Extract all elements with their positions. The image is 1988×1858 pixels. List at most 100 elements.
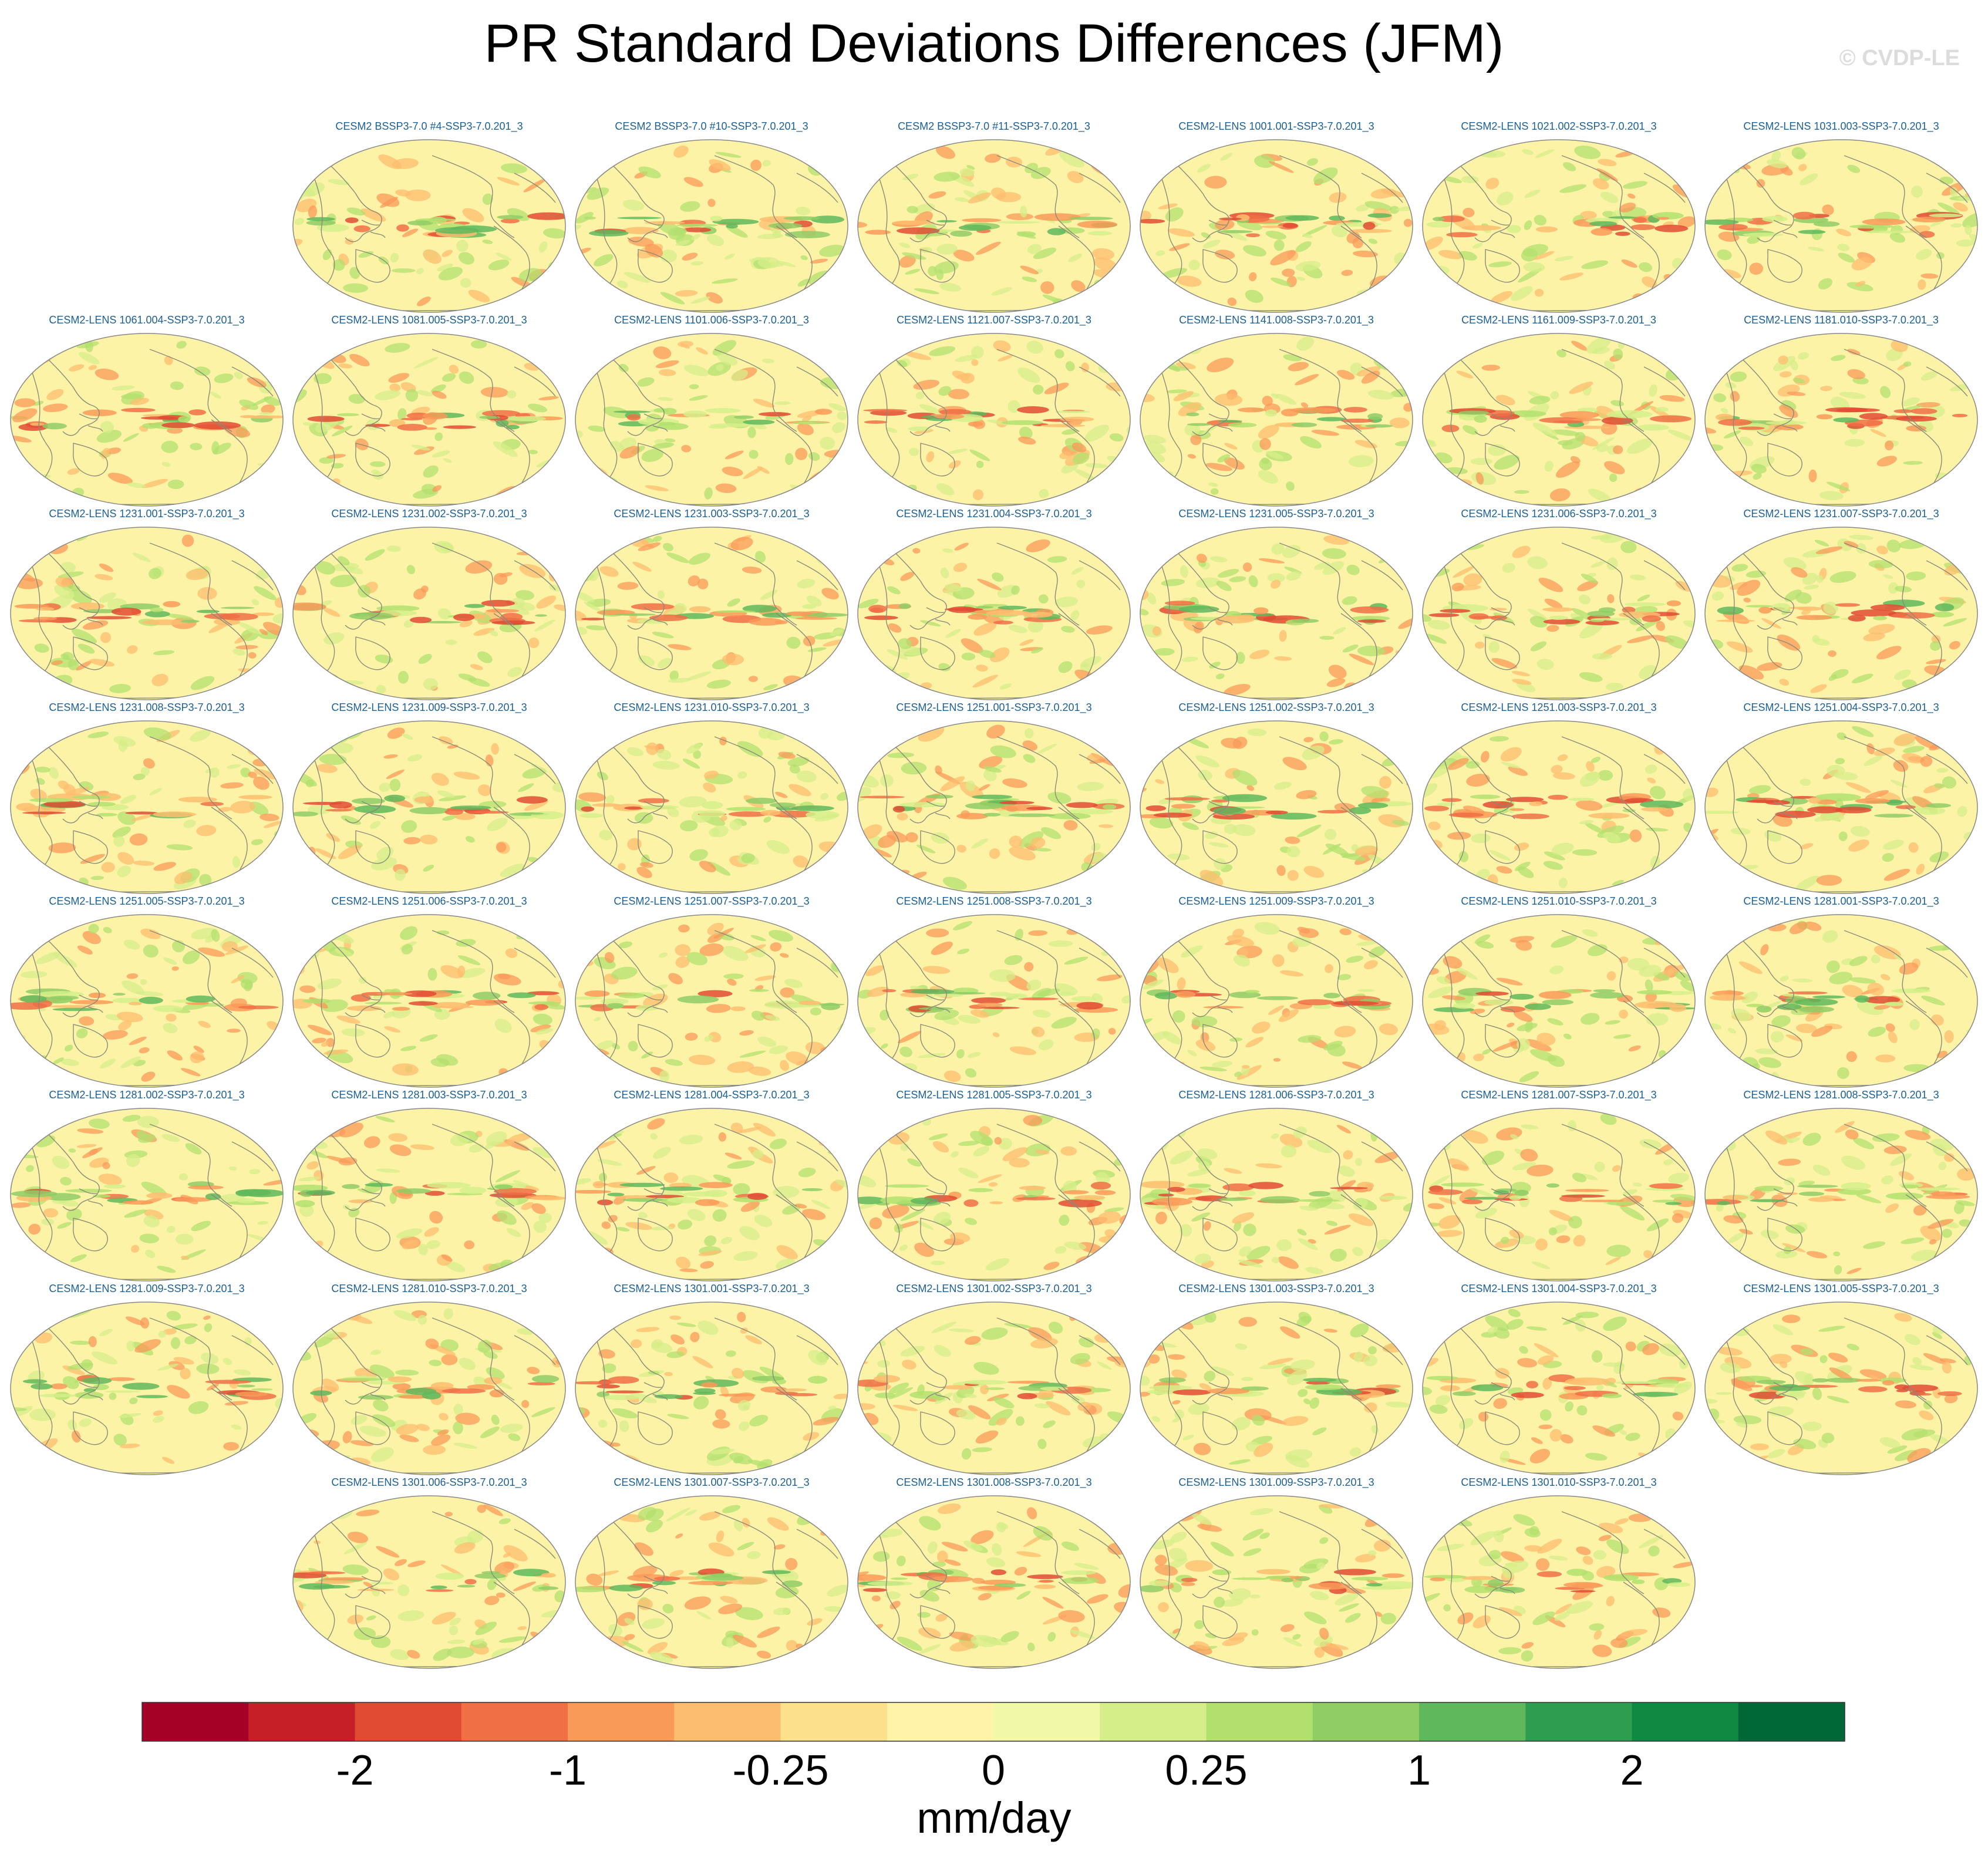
equatorial-anomaly: [1376, 1384, 1401, 1388]
anomaly-patch: [838, 740, 847, 751]
anomaly-patch: [1783, 557, 1807, 570]
coastline: [1161, 178, 1182, 285]
equatorial-anomaly: [1211, 799, 1230, 802]
equatorial-anomaly: [1214, 615, 1255, 623]
anomaly-patch: [416, 390, 433, 397]
anomaly-patch: [89, 659, 115, 667]
equatorial-anomaly: [22, 1379, 48, 1384]
coastline: [638, 1218, 673, 1252]
global-map: [10, 1108, 284, 1282]
anomaly-patch: [918, 1053, 946, 1058]
anomaly-patch: [575, 350, 595, 359]
anomaly-patch: [591, 925, 604, 933]
equatorial-anomaly: [1048, 812, 1091, 820]
anomaly-patch: [1235, 1343, 1248, 1350]
equatorial-anomaly: [1058, 1199, 1102, 1208]
anomaly-patch: [1683, 788, 1695, 801]
anomaly-patch: [255, 684, 275, 693]
anomaly-patch: [1399, 1063, 1413, 1072]
equatorial-anomaly: [1633, 217, 1647, 223]
equatorial-anomaly: [527, 1382, 555, 1385]
anomaly-patch: [716, 364, 724, 371]
equatorial-anomaly: [768, 222, 803, 229]
anomaly-patch: [469, 1144, 484, 1153]
anomaly-patch: [776, 1245, 798, 1260]
anomaly-patch: [375, 390, 401, 400]
anomaly-patch: [1673, 1381, 1693, 1394]
anomaly-patch: [1575, 800, 1603, 811]
coastline: [1844, 349, 1927, 432]
anomaly-patch: [480, 387, 508, 398]
equatorial-anomaly: [1588, 812, 1630, 819]
anomaly-patch: [1743, 598, 1751, 603]
anomaly-patch: [555, 852, 565, 856]
anomaly-patch: [111, 385, 135, 391]
anomaly-patch: [948, 449, 968, 454]
anomaly-patch: [668, 677, 692, 683]
coastline: [314, 178, 335, 285]
anomaly-patch: [58, 780, 70, 790]
anomaly-patch: [1026, 979, 1042, 991]
equatorial-anomaly: [302, 999, 331, 1004]
anomaly-patch: [819, 244, 845, 257]
anomaly-patch: [780, 1060, 789, 1071]
global-map: [1422, 139, 1696, 313]
anomaly-patch: [418, 1243, 428, 1256]
anomaly-patch: [948, 389, 969, 400]
global-map: [1140, 1301, 1413, 1475]
equatorial-anomaly: [1147, 1389, 1182, 1395]
anomaly-patch: [1430, 927, 1450, 940]
equatorial-anomaly: [1798, 230, 1826, 234]
map-panel-title: CESM2-LENS 1281.003-SSP3-7.0.201_3: [331, 1089, 527, 1101]
equatorial-anomaly: [1140, 218, 1165, 224]
anomaly-patch: [359, 1425, 386, 1437]
anomaly-patch: [704, 487, 713, 500]
equatorial-anomaly: [531, 1375, 560, 1383]
anomaly-patch: [1117, 376, 1126, 384]
anomaly-patch: [1581, 574, 1598, 584]
anomaly-patch: [1270, 250, 1296, 266]
map-panel: CESM2-LENS 1251.008-SSP3-7.0.201_3: [856, 895, 1132, 1089]
anomaly-patch: [1630, 574, 1646, 581]
anomaly-patch: [838, 1450, 848, 1455]
anomaly-patch: [1268, 161, 1294, 173]
anomaly-patch: [12, 558, 31, 569]
anomaly-patch: [689, 1054, 716, 1065]
anomaly-patch: [1828, 650, 1837, 657]
anomaly-patch: [437, 790, 455, 798]
anomaly-patch: [1847, 1344, 1859, 1351]
anomaly-patch: [465, 836, 475, 843]
map-panel: CESM2-LENS 1281.002-SSP3-7.0.201_3: [9, 1089, 285, 1283]
anomaly-patch: [345, 566, 363, 575]
equatorial-anomaly: [910, 1198, 939, 1205]
anomaly-patch: [306, 864, 323, 872]
coastline: [361, 413, 386, 432]
anomaly-patch: [133, 861, 155, 866]
anomaly-patch: [611, 966, 638, 980]
anomaly-patch: [1248, 575, 1258, 588]
equatorial-anomaly: [1448, 812, 1484, 818]
anomaly-patch: [1953, 1202, 1965, 1214]
anomaly-patch: [769, 1138, 787, 1149]
global-map: [1140, 139, 1413, 313]
anomaly-patch: [1298, 1389, 1308, 1397]
anomaly-patch: [652, 535, 662, 542]
anomaly-patch: [1019, 639, 1034, 646]
anomaly-patch: [935, 765, 942, 774]
anomaly-patch: [358, 251, 373, 258]
equatorial-anomaly: [860, 795, 905, 799]
anomaly-patch: [232, 856, 240, 868]
anomaly-patch: [994, 1137, 1002, 1145]
anomaly-patch: [68, 1148, 76, 1153]
equatorial-anomaly: [1816, 800, 1837, 805]
equatorial-anomaly: [1896, 416, 1937, 422]
anomaly-patch: [1088, 1065, 1099, 1078]
anomaly-patch: [1164, 539, 1177, 552]
anomaly-patch: [1880, 386, 1891, 399]
anomaly-patch: [210, 392, 221, 399]
coastline: [32, 1341, 53, 1448]
anomaly-patch: [841, 1350, 848, 1357]
anomaly-patch: [1883, 868, 1910, 881]
anomaly-patch: [712, 278, 738, 284]
equatorial-anomaly: [1608, 216, 1637, 219]
